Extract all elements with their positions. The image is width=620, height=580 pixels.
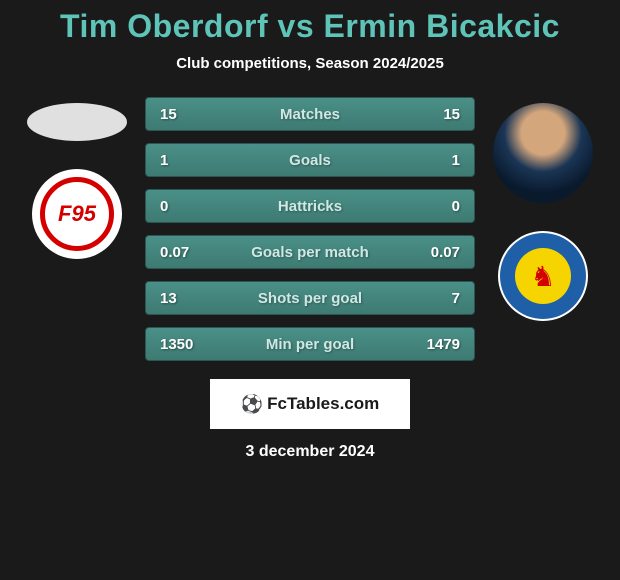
- stat-label: Shots per goal: [258, 290, 362, 307]
- season-subtitle: Club competitions, Season 2024/2025: [176, 55, 444, 72]
- stat-right-value: 15: [410, 106, 460, 123]
- braunschweig-inner: ♞: [515, 248, 571, 304]
- stat-label: Min per goal: [266, 336, 354, 353]
- main-content: F95 15 Matches 15 1 Goals 1 0 Hattricks …: [0, 97, 620, 361]
- stat-label: Goals per match: [251, 244, 369, 261]
- right-side-column: ♞: [493, 97, 593, 321]
- stat-left-value: 0: [160, 198, 210, 215]
- stat-right-value: 1: [410, 152, 460, 169]
- stat-row-goals-per-match: 0.07 Goals per match 0.07: [145, 235, 475, 269]
- comparison-title: Tim Oberdorf vs Ermin Bicakcic: [60, 8, 560, 45]
- left-side-column: F95: [27, 97, 127, 259]
- club-badge-left: F95: [32, 169, 122, 259]
- fctables-branding: ⚽ FcTables.com: [210, 379, 410, 429]
- stat-left-value: 13: [160, 290, 210, 307]
- player-left-avatar: [27, 103, 127, 141]
- stat-row-min-per-goal: 1350 Min per goal 1479: [145, 327, 475, 361]
- fctables-text: FcTables.com: [267, 394, 379, 414]
- stats-column: 15 Matches 15 1 Goals 1 0 Hattricks 0 0.…: [145, 97, 475, 361]
- stat-label: Goals: [289, 152, 331, 169]
- stat-left-value: 1350: [160, 336, 210, 353]
- stat-left-value: 1: [160, 152, 210, 169]
- braunschweig-ring: ♞: [500, 233, 586, 319]
- fortuna-badge-inner: F95: [40, 177, 114, 251]
- stat-left-value: 15: [160, 106, 210, 123]
- stat-row-shots-per-goal: 13 Shots per goal 7: [145, 281, 475, 315]
- stat-right-value: 0: [410, 198, 460, 215]
- stat-label: Matches: [280, 106, 340, 123]
- stat-right-value: 7: [410, 290, 460, 307]
- date-text: 3 december 2024: [246, 443, 375, 461]
- fortuna-badge-text: F95: [58, 201, 96, 227]
- club-badge-right: ♞: [498, 231, 588, 321]
- player-right-avatar: [493, 103, 593, 203]
- stat-row-goals: 1 Goals 1: [145, 143, 475, 177]
- stat-right-value: 1479: [410, 336, 460, 353]
- stat-row-matches: 15 Matches 15: [145, 97, 475, 131]
- stat-left-value: 0.07: [160, 244, 210, 261]
- stat-label: Hattricks: [278, 198, 342, 215]
- lion-icon: ♞: [530, 260, 555, 293]
- fctables-icon: ⚽: [241, 394, 263, 415]
- stat-row-hattricks: 0 Hattricks 0: [145, 189, 475, 223]
- stat-right-value: 0.07: [410, 244, 460, 261]
